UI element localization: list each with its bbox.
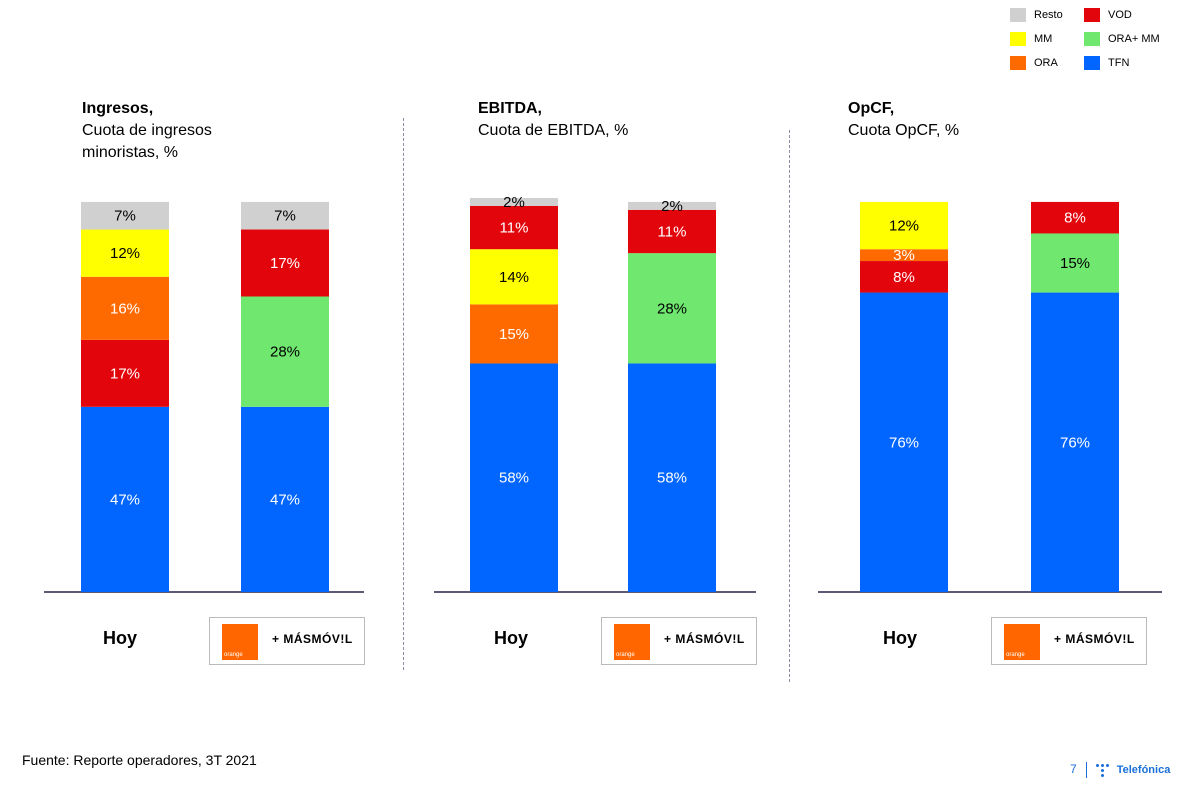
bar-segment-vod bbox=[241, 229, 329, 297]
orange-masmovil-logo: orange + MÁSMÓV!L bbox=[991, 617, 1147, 665]
bar-value-label: 11% bbox=[658, 223, 687, 240]
bar-segment-resto bbox=[81, 201, 169, 230]
panel-title-opcf: OpCF, Cuota OpCF, % bbox=[848, 98, 959, 142]
bar-segment-ora-mm bbox=[241, 296, 329, 407]
bar-value-label: 12% bbox=[110, 245, 140, 262]
bar-segment-vod bbox=[628, 209, 716, 254]
panel-subtitle-line1: Cuota OpCF, % bbox=[848, 122, 960, 139]
bar-segment-ora bbox=[860, 249, 948, 262]
bar-value-label: 58% bbox=[499, 470, 529, 487]
page-number: 7 bbox=[1070, 762, 1077, 777]
bar-segment-mm bbox=[470, 249, 558, 305]
bar-value-label: 17% bbox=[270, 255, 300, 272]
orange-masmovil-logo: orange + MÁSMÓV!L bbox=[209, 617, 365, 665]
bar-value-label: 2% bbox=[661, 198, 683, 215]
bar-value-label: 28% bbox=[657, 300, 687, 317]
orange-logo-icon: orange bbox=[1004, 624, 1040, 660]
bar-segment-tfn bbox=[81, 406, 169, 592]
bar-segment-ora-mm bbox=[1031, 233, 1119, 293]
legend-swatch-tfn bbox=[1084, 56, 1100, 70]
bar-segment-resto bbox=[628, 201, 716, 210]
panel-subtitle-line1: Cuota de ingresos bbox=[82, 122, 212, 139]
legend-swatch-ora-mm bbox=[1084, 32, 1100, 46]
bar-value-label: 7% bbox=[274, 208, 296, 225]
bar-value-label: 11% bbox=[500, 220, 529, 237]
bar-segment-vod bbox=[860, 261, 948, 293]
bar-value-label: 12% bbox=[889, 218, 919, 235]
x-label-hoy: Hoy bbox=[883, 628, 918, 648]
bar-segment-ora-mm bbox=[628, 253, 716, 364]
bar-value-label: 15% bbox=[499, 326, 529, 343]
telefonica-brand: 7 Telefónica bbox=[1070, 762, 1170, 778]
bar-segment-mm bbox=[81, 229, 169, 277]
bar-segment-vod bbox=[81, 339, 169, 407]
bar-segment-vod bbox=[470, 205, 558, 250]
panel-subtitle-line1: Cuota de EBITDA, % bbox=[478, 122, 629, 139]
bar-segment-resto bbox=[470, 198, 558, 206]
bar-value-label: 16% bbox=[110, 300, 140, 317]
bar-value-label: 7% bbox=[114, 208, 136, 225]
bar-segment-tfn bbox=[470, 363, 558, 592]
bar-value-label: 8% bbox=[1064, 210, 1086, 227]
legend-label-tfn: TFN bbox=[1108, 57, 1130, 69]
orange-logo-icon: orange bbox=[614, 624, 650, 660]
legend-swatch-ora bbox=[1010, 56, 1026, 70]
orange-logo-icon: orange bbox=[222, 624, 258, 660]
bar-value-label: 8% bbox=[893, 269, 915, 286]
bar-value-label: 47% bbox=[110, 491, 140, 508]
masmovil-logo-text: + MÁSMÓV!L bbox=[664, 632, 745, 646]
legend-label-vod: VOD bbox=[1108, 9, 1132, 21]
bar-value-label: 14% bbox=[499, 269, 529, 286]
bar-segment-tfn bbox=[241, 406, 329, 592]
chart-legend: Resto VOD MM ORA+ MM ORA TFN bbox=[1010, 8, 1190, 74]
legend-label-mm: MM bbox=[1034, 33, 1053, 45]
legend-label-ora: ORA bbox=[1034, 57, 1058, 69]
brand-name: Telefónica bbox=[1116, 764, 1171, 777]
panel-title-main: OpCF, bbox=[848, 100, 895, 117]
bar-segment-mm bbox=[860, 201, 948, 250]
panel-divider bbox=[789, 130, 790, 682]
panel-title-ingresos: Ingresos, Cuota de ingresos minoristas, … bbox=[82, 98, 212, 164]
bar-value-label: 76% bbox=[889, 434, 919, 451]
panel-divider bbox=[403, 118, 404, 670]
legend-swatch-resto bbox=[1010, 8, 1026, 22]
bar-value-label: 15% bbox=[1060, 255, 1090, 272]
bar-value-label: 47% bbox=[270, 491, 300, 508]
stacked-bar-charts: 47% 17% 16% 12% 7% 47% 28% 17% 7% 58% 15% 14% 11% 2% 5… bbox=[44, 194, 1162, 593]
bar-value-label: 58% bbox=[657, 470, 687, 487]
source-footnote: Fuente: Reporte operadores, 3T 2021 bbox=[22, 752, 257, 768]
bar-segment-ora bbox=[470, 304, 558, 364]
bar-value-label: 76% bbox=[1060, 434, 1090, 451]
legend-label-resto: Resto bbox=[1034, 9, 1063, 21]
bar-segment-tfn bbox=[1031, 292, 1119, 592]
legend-label-ora-mm: ORA+ MM bbox=[1108, 33, 1160, 45]
bar-segment-tfn bbox=[860, 292, 948, 592]
legend-swatch-mm bbox=[1010, 32, 1026, 46]
brand-separator bbox=[1086, 762, 1088, 778]
bar-value-label: 3% bbox=[893, 247, 915, 264]
orange-masmovil-logo: orange + MÁSMÓV!L bbox=[601, 617, 757, 665]
panel-subtitle-line2: minoristas, % bbox=[82, 144, 179, 161]
bar-segment-vod bbox=[1031, 201, 1119, 234]
panel-title-main: Ingresos, bbox=[82, 100, 154, 117]
panel-title-ebitda: EBITDA, Cuota de EBITDA, % bbox=[478, 98, 628, 142]
bar-value-label: 28% bbox=[270, 344, 300, 361]
bar-segment-tfn bbox=[628, 363, 716, 592]
legend-swatch-vod bbox=[1084, 8, 1100, 22]
masmovil-logo-text: + MÁSMÓV!L bbox=[272, 632, 353, 646]
masmovil-logo-text: + MÁSMÓV!L bbox=[1054, 632, 1135, 646]
x-label-hoy: Hoy bbox=[494, 628, 529, 648]
bar-segment-resto bbox=[241, 201, 329, 230]
telefonica-logo-icon bbox=[1096, 763, 1110, 777]
bar-value-label: 2% bbox=[503, 194, 525, 211]
x-label-hoy: Hoy bbox=[103, 628, 138, 648]
bar-segment-ora bbox=[81, 276, 169, 340]
bar-value-label: 17% bbox=[110, 365, 140, 382]
panel-title-main: EBITDA, bbox=[478, 100, 542, 117]
